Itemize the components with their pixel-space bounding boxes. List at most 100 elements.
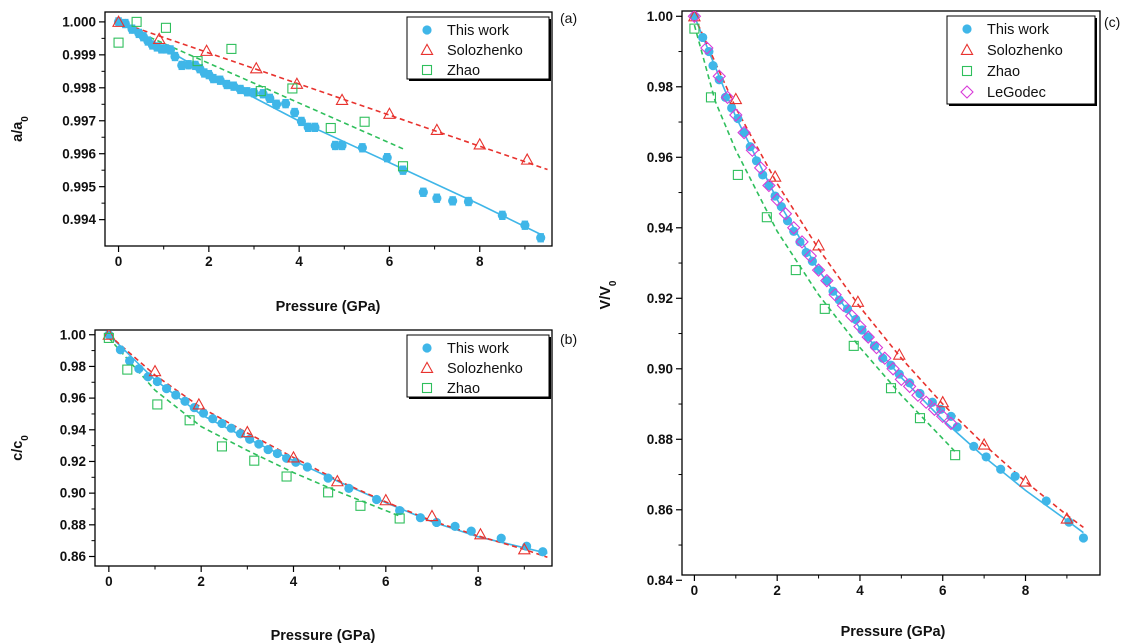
panel-c-point-legodec bbox=[729, 108, 743, 122]
panel-c-point-legodec bbox=[927, 402, 942, 417]
panel-b-point-this_work bbox=[208, 414, 218, 424]
panel-c-point-this_work bbox=[813, 265, 824, 275]
panel-c-xtick-label: 4 bbox=[856, 583, 864, 598]
panel-b-legend-marker-solozhenko bbox=[420, 361, 434, 374]
panel-b-xtick-label: 0 bbox=[105, 574, 113, 589]
panel-c-point-this_work bbox=[727, 103, 737, 113]
panel-c-ytick-label: 0.92 bbox=[647, 291, 673, 306]
panel-a-xtick-label: 2 bbox=[205, 254, 213, 269]
panel-c-point-this_work bbox=[698, 32, 708, 43]
panel-b-fit-solozhenko bbox=[108, 334, 548, 559]
panel-c-legend-marker-solozhenko bbox=[960, 43, 974, 56]
panel-c-xtick-label: 0 bbox=[691, 583, 699, 598]
panel-c-point-this_work bbox=[915, 388, 925, 399]
panel-c-point-legodec bbox=[869, 340, 884, 355]
panel-c-point-zhao bbox=[885, 383, 897, 394]
panel-c-point-zhao bbox=[790, 265, 801, 276]
panel-c-point-legodec bbox=[687, 11, 702, 24]
panel-c-point-this_work bbox=[851, 314, 861, 325]
panel-c-point-solozhenko bbox=[851, 295, 865, 307]
panel-a-point-zhao bbox=[255, 86, 266, 97]
panel-c-legend-label-zhao: Zhao bbox=[987, 64, 1020, 80]
panel-c-legend: This work Solozhenko Zhao LeGodec bbox=[946, 15, 1097, 106]
panel-c-point-zhao bbox=[950, 450, 961, 461]
panel-c-point-this_work bbox=[1041, 496, 1051, 506]
panel-a-point-solozhenko bbox=[152, 32, 166, 45]
panel-b-point-this_work bbox=[171, 390, 181, 400]
panel-a-point-zhao bbox=[359, 116, 370, 127]
panel-b-point-this_work bbox=[125, 356, 135, 366]
panel-a-point-solozhenko bbox=[249, 61, 263, 74]
panel-a-point-solozhenko bbox=[335, 93, 349, 106]
panel-c-plot-area bbox=[687, 11, 1089, 543]
panel-a-ytick-label: 0.998 bbox=[62, 80, 96, 95]
panel-c-point-legodec bbox=[853, 319, 867, 334]
panel-c-point-zhao bbox=[848, 340, 859, 351]
panel-b-point-this_work bbox=[272, 448, 282, 459]
panel-b-point-this_work bbox=[198, 408, 209, 418]
panel-c-point-this_work bbox=[869, 341, 880, 351]
panel-c-point-this_work bbox=[842, 304, 853, 314]
panel-c-point-this_work bbox=[834, 295, 844, 305]
panel-b-point-solozhenko bbox=[517, 542, 531, 555]
panel-c-frame bbox=[681, 10, 1101, 576]
panel-c-ytick-label: 0.96 bbox=[647, 150, 674, 165]
panel-a-point-zhao bbox=[113, 37, 124, 48]
panel-b-point-zhao bbox=[103, 332, 114, 343]
panel-b: 0 2 4 6 8 0.86 0.88 0.90 0.92 0.94 0.96 0.98 1.00 Th… bbox=[10, 327, 577, 644]
panel-a-point-solozhenko bbox=[473, 137, 487, 150]
panel-c-point-this_work bbox=[894, 369, 904, 379]
panel-b-xtick-label: 6 bbox=[382, 574, 390, 589]
panel-a-point-this_work bbox=[183, 60, 194, 70]
panel-b-point-this_work bbox=[254, 439, 264, 449]
panel-a-point-solozhenko bbox=[430, 123, 444, 136]
panel-c-xtick-label: 6 bbox=[939, 583, 947, 598]
panel-c-point-legodec bbox=[811, 263, 826, 277]
panel-b-point-this_work bbox=[217, 418, 227, 429]
panel-b-point-this_work bbox=[538, 547, 548, 557]
panel-c-point-this_work bbox=[1078, 533, 1089, 543]
panel-b-point-zhao bbox=[281, 471, 292, 482]
panel-b-point-this_work bbox=[226, 423, 236, 433]
panel-c-point-this_work bbox=[801, 247, 811, 258]
panel-c-point-legodec bbox=[700, 41, 714, 55]
panel-c-point-this_work bbox=[822, 276, 832, 286]
panel-a-ytick-label: 1.000 bbox=[62, 14, 96, 29]
panel-b-legend-label-zhao: Zhao bbox=[447, 381, 480, 397]
panel-a-xtick-label: 6 bbox=[386, 254, 394, 269]
panel-c-point-legodec bbox=[820, 273, 834, 288]
panel-c-point-legodec bbox=[902, 379, 917, 394]
panel-a-legend-marker-zhao bbox=[421, 64, 433, 76]
panel-a-tag: (a) bbox=[560, 10, 577, 26]
panel-a-ylabel: a/a0 bbox=[10, 116, 31, 142]
panel-a-ytick-label: 0.995 bbox=[62, 179, 96, 194]
panel-a-point-this_work bbox=[296, 116, 307, 127]
panel-c-point-this_work bbox=[969, 441, 979, 451]
panel-a-point-this_work bbox=[281, 99, 291, 109]
panel-b-point-this_work bbox=[134, 364, 144, 374]
panel-c-point-legodec bbox=[770, 192, 784, 207]
panel-c-point-zhao bbox=[689, 23, 700, 34]
panel-c-fit-solozhenko bbox=[693, 15, 1084, 529]
panel-c-point-solozhenko bbox=[1060, 511, 1074, 524]
panel-c-point-this_work bbox=[714, 75, 724, 85]
panel-c-point-solozhenko bbox=[687, 11, 701, 22]
panel-c-legend-label-legodec: LeGodec bbox=[987, 85, 1046, 101]
panel-a-point-this_work bbox=[337, 140, 347, 151]
panel-c-point-zhao bbox=[732, 169, 743, 180]
panel-c-xtick-label: 2 bbox=[773, 583, 781, 598]
panel-b-point-this_work bbox=[115, 345, 125, 355]
panel-a-point-solozhenko bbox=[112, 15, 126, 27]
panel-b-legend-marker-this_work bbox=[422, 343, 432, 353]
panel-a-ticks: 0 2 4 6 8 0.994 0.995 0.996 0.997 0.998 0.999 1.000 bbox=[62, 14, 526, 269]
panel-b-point-solozhenko bbox=[240, 425, 254, 438]
panel-a-frame bbox=[104, 11, 553, 247]
panel-b-frame bbox=[94, 329, 553, 567]
panel-a-point-this_work bbox=[418, 187, 428, 197]
panel-c-point-legodec bbox=[886, 362, 900, 376]
panel-b-point-zhao bbox=[323, 487, 334, 498]
panel-c-legend-marker-legodec bbox=[960, 85, 974, 99]
panel-c-tag: (c) bbox=[1104, 14, 1120, 30]
panel-a: 0 2 4 6 8 0.994 0.995 0.996 0.997 0.998 0.999 1.000… bbox=[10, 10, 577, 315]
panel-b-point-solozhenko bbox=[425, 509, 439, 522]
